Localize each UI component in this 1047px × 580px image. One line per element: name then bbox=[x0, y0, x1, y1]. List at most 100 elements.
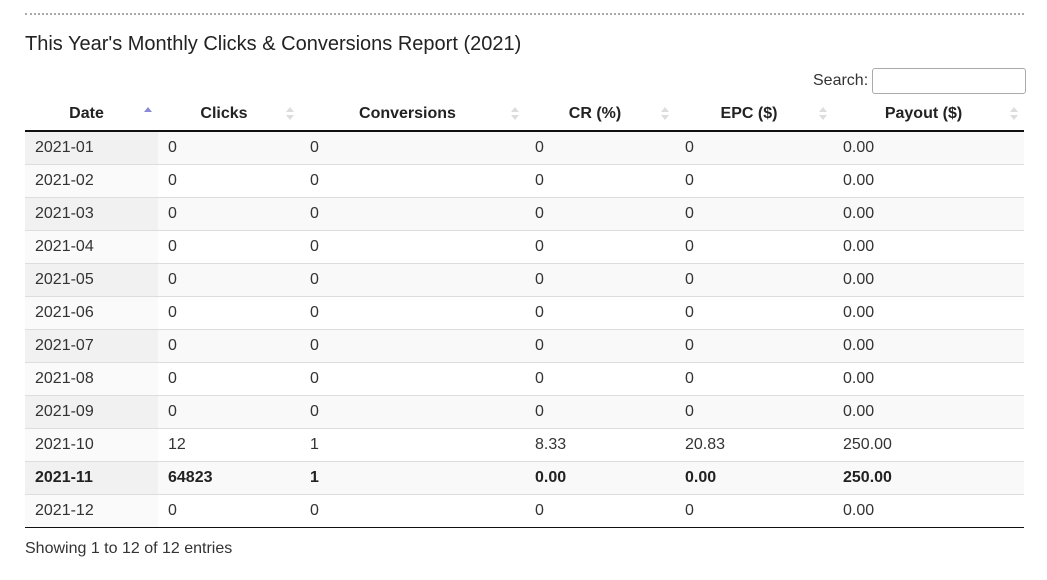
table-cell: 1 bbox=[300, 461, 525, 495]
table-body: 2021-01 0 0 0 0 0.00 2021-02 0 0 0 0 0.00 2021-03 0 0 0… bbox=[25, 130, 1024, 528]
table-cell: 0 bbox=[300, 296, 525, 330]
table-cell: 0 bbox=[158, 329, 300, 363]
table-cell: 0 bbox=[525, 362, 675, 396]
table-row: 2021-12 0 0 0 0 0.00 bbox=[25, 494, 1024, 528]
column-header[interactable]: Conversions bbox=[300, 97, 525, 132]
table-cell: 2021-09 bbox=[25, 395, 158, 429]
table-cell: 0 bbox=[300, 197, 525, 231]
table-cell: 0 bbox=[525, 164, 675, 198]
table-cell: 250.00 bbox=[833, 428, 1024, 462]
table-cell: 0 bbox=[525, 329, 675, 363]
search-label: Search: bbox=[813, 72, 869, 89]
table-cell: 0.00 bbox=[833, 395, 1024, 429]
table-cell: 2021-10 bbox=[25, 428, 158, 462]
table-cell: 2021-01 bbox=[25, 130, 158, 165]
table-cell: 0 bbox=[525, 395, 675, 429]
table-row: 2021-07 0 0 0 0 0.00 bbox=[25, 329, 1024, 363]
column-header[interactable]: Clicks bbox=[158, 97, 300, 132]
table-cell: 0 bbox=[675, 197, 833, 231]
table-cell: 0.00 bbox=[525, 461, 675, 495]
table-cell: 0 bbox=[300, 230, 525, 264]
table-cell: 0.00 bbox=[833, 329, 1024, 363]
report-table: Date Clicks Conversions CR (%) EPC ($) Payout… bbox=[25, 97, 1024, 528]
table-row: 2021-03 0 0 0 0 0.00 bbox=[25, 197, 1024, 231]
table-row: 2021-11 64823 1 0.00 0.00 250.00 bbox=[25, 461, 1024, 495]
table-cell: 0.00 bbox=[833, 494, 1024, 528]
table-cell: 0.00 bbox=[833, 263, 1024, 297]
table-cell: 0 bbox=[158, 395, 300, 429]
header-text: Date bbox=[69, 104, 104, 122]
table-cell: 0 bbox=[300, 130, 525, 165]
table-cell: 2021-08 bbox=[25, 362, 158, 396]
table-row: 2021-10 12 1 8.33 20.83 250.00 bbox=[25, 428, 1024, 462]
table-cell: 64823 bbox=[158, 461, 300, 495]
divider bbox=[25, 13, 1024, 15]
table-cell: 0 bbox=[158, 296, 300, 330]
table-cell: 0 bbox=[158, 494, 300, 528]
table-cell: 0 bbox=[675, 329, 833, 363]
sort-icon bbox=[1010, 107, 1018, 121]
table-row: 2021-02 0 0 0 0 0.00 bbox=[25, 164, 1024, 198]
table-row: 2021-06 0 0 0 0 0.00 bbox=[25, 296, 1024, 330]
sort-icon bbox=[661, 107, 669, 121]
header-text: EPC ($) bbox=[720, 104, 778, 122]
table-cell: 0 bbox=[300, 494, 525, 528]
table-cell: 2021-07 bbox=[25, 329, 158, 363]
table-cell: 0 bbox=[675, 263, 833, 297]
table-cell: 0 bbox=[300, 395, 525, 429]
table-cell: 0.00 bbox=[833, 230, 1024, 264]
table-cell: 0 bbox=[158, 164, 300, 198]
table-cell: 0.00 bbox=[833, 362, 1024, 396]
table-cell: 20.83 bbox=[675, 428, 833, 462]
table-cell: 0 bbox=[675, 362, 833, 396]
table-cell: 0 bbox=[675, 395, 833, 429]
table-cell: 2021-02 bbox=[25, 164, 158, 198]
column-header[interactable]: Date bbox=[25, 97, 158, 132]
column-header[interactable]: EPC ($) bbox=[675, 97, 833, 132]
report-title: This Year's Monthly Clicks & Conversions… bbox=[25, 33, 522, 55]
table-cell: 0.00 bbox=[675, 461, 833, 495]
table-cell: 0 bbox=[525, 296, 675, 330]
header-text: Clicks bbox=[200, 104, 248, 122]
sort-icon bbox=[511, 107, 519, 121]
table-cell: 1 bbox=[300, 428, 525, 462]
table-cell: 0 bbox=[300, 263, 525, 297]
table-cell: 0 bbox=[158, 362, 300, 396]
table-cell: 8.33 bbox=[525, 428, 675, 462]
table-cell: 0 bbox=[525, 197, 675, 231]
table-cell: 12 bbox=[158, 428, 300, 462]
table-cell: 0 bbox=[525, 230, 675, 264]
table-cell: 0 bbox=[675, 130, 833, 165]
table-cell: 0.00 bbox=[833, 197, 1024, 231]
table-row: 2021-04 0 0 0 0 0.00 bbox=[25, 230, 1024, 264]
table-cell: 250.00 bbox=[833, 461, 1024, 495]
table-cell: 0 bbox=[158, 130, 300, 165]
column-header[interactable]: CR (%) bbox=[525, 97, 675, 132]
table-cell: 0 bbox=[300, 329, 525, 363]
table-cell: 0 bbox=[525, 494, 675, 528]
search-input[interactable] bbox=[872, 68, 1026, 94]
table-cell: 0 bbox=[525, 130, 675, 165]
table-cell: 0 bbox=[300, 164, 525, 198]
table-cell: 2021-03 bbox=[25, 197, 158, 231]
table-cell: 0 bbox=[675, 230, 833, 264]
table-cell: 0 bbox=[158, 197, 300, 231]
table-cell: 0 bbox=[675, 164, 833, 198]
header-text: Conversions bbox=[359, 104, 456, 122]
header-text: Payout ($) bbox=[884, 104, 963, 122]
table-row: 2021-09 0 0 0 0 0.00 bbox=[25, 395, 1024, 429]
table-cell: 0 bbox=[525, 263, 675, 297]
table-cell: 0 bbox=[675, 296, 833, 330]
sort-icon bbox=[144, 107, 152, 121]
table-cell: 2021-11 bbox=[25, 461, 158, 495]
table-cell: 0 bbox=[300, 362, 525, 396]
table-info: Showing 1 to 12 of 12 entries bbox=[25, 540, 233, 557]
header-row: Date Clicks Conversions CR (%) EPC ($) Payout… bbox=[25, 97, 1024, 132]
table-cell: 0.00 bbox=[833, 164, 1024, 198]
table-cell: 0.00 bbox=[833, 296, 1024, 330]
table-cell: 2021-05 bbox=[25, 263, 158, 297]
column-header[interactable]: Payout ($) bbox=[833, 97, 1024, 132]
table-cell: 2021-12 bbox=[25, 494, 158, 528]
table-row: 2021-05 0 0 0 0 0.00 bbox=[25, 263, 1024, 297]
